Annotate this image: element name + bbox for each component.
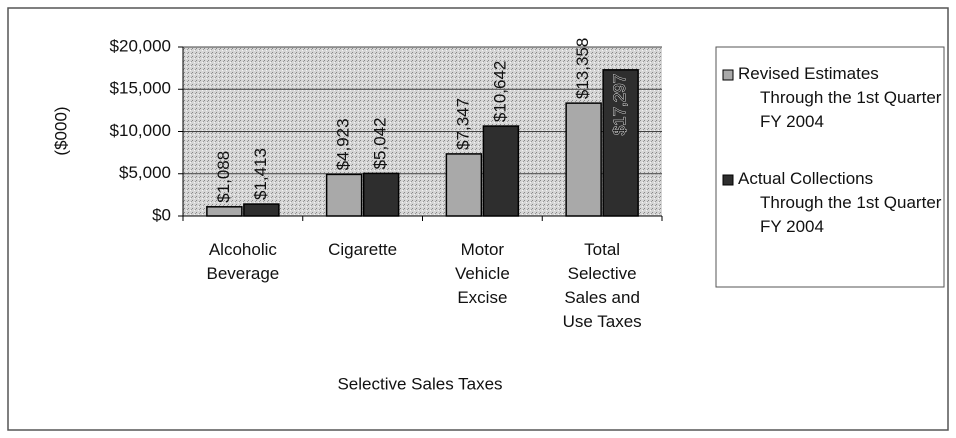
bar — [206, 206, 243, 217]
x-tick-label: Total Selective Sales and Use Taxes — [563, 240, 642, 331]
y-tick-label: $0 — [152, 205, 171, 224]
data-label: $10,642 — [490, 61, 509, 122]
data-label: $13,358 — [573, 38, 592, 99]
x-tick-label: Alcoholic Beverage — [206, 240, 279, 283]
data-label: $1,413 — [251, 148, 270, 200]
y-axis-label: ($000) — [51, 106, 70, 155]
y-tick-label: $5,000 — [119, 163, 171, 182]
y-tick-label: $10,000 — [110, 121, 171, 140]
bar — [445, 153, 483, 217]
legend-box — [715, 46, 945, 288]
data-label: $1,088 — [214, 151, 233, 203]
data-label: $4,923 — [334, 118, 353, 170]
bar — [565, 102, 602, 217]
legend-label: Revised Estimates Through the 1st Quarter… — [738, 64, 942, 131]
x-axis-label: Selective Sales Taxes — [337, 374, 502, 393]
bar — [325, 173, 363, 217]
x-tick-label: Motor Vehicle Excise — [455, 240, 510, 307]
bar — [602, 69, 639, 217]
legend-swatch — [722, 174, 734, 186]
bar — [243, 203, 280, 217]
y-tick-label: $15,000 — [110, 79, 171, 98]
legend-label: Actual Collections Through the 1st Quarte… — [738, 169, 942, 236]
x-tick-label: Cigarette — [328, 240, 397, 259]
bar — [482, 125, 520, 217]
y-tick-label: $20,000 — [110, 36, 171, 55]
data-label: $17,297 — [610, 74, 629, 135]
data-label: $7,347 — [453, 98, 472, 150]
bar — [362, 172, 400, 217]
data-label: $5,042 — [371, 117, 390, 169]
legend-swatch — [722, 69, 734, 81]
